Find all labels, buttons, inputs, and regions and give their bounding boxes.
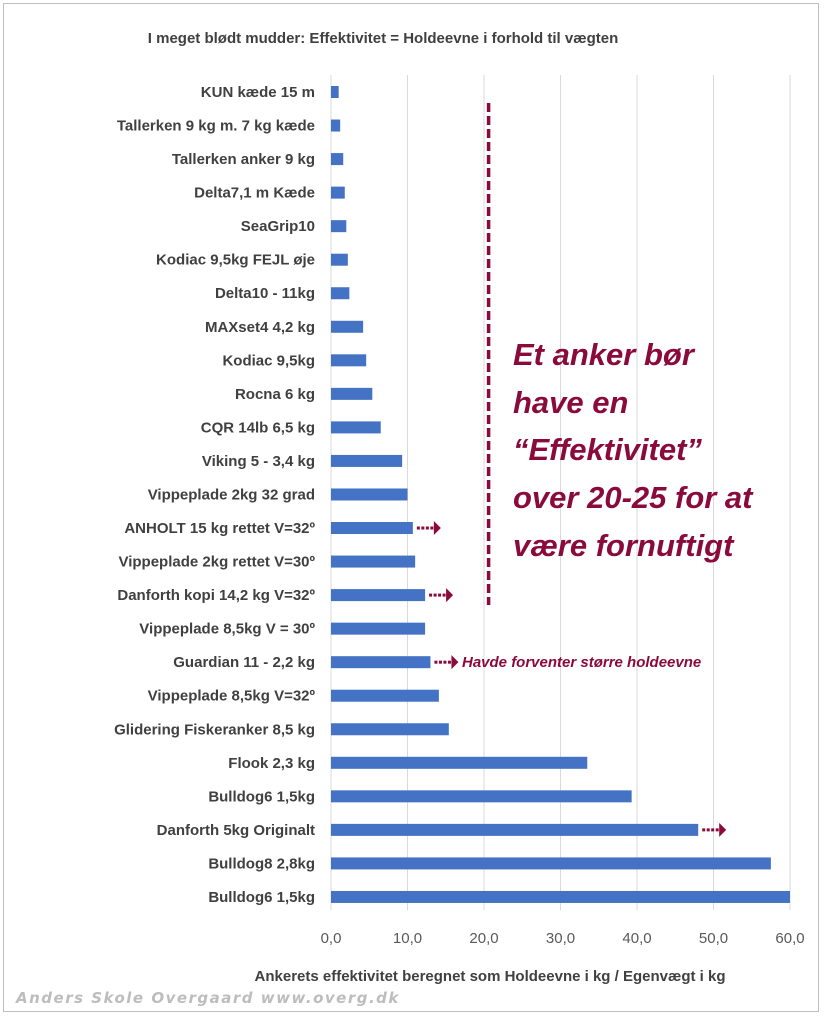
- bar: [331, 287, 350, 300]
- category-label: Viking 5 - 3,4 kg: [202, 453, 315, 470]
- x-tick-labels: 0,0 10,0 20,0 30,0 40,0 50,0 60,0: [321, 930, 805, 947]
- category-label: Delta7,1 m Kæde: [194, 185, 315, 202]
- bar: [331, 522, 413, 535]
- bar: [331, 555, 416, 568]
- bar: [331, 589, 426, 602]
- category-label: Vippeplade 2kg 32 grad: [148, 486, 315, 503]
- category-label: Flook 2,3 kg: [228, 755, 315, 772]
- category-label: Vippeplade 8,5kg V=32º: [148, 688, 316, 705]
- guardian-annotation: Havde forventer større holdeevne: [462, 654, 701, 671]
- category-label: SeaGrip10: [241, 218, 315, 235]
- category-label: Danforth 5kg Originalt: [157, 822, 315, 839]
- bar: [331, 622, 426, 635]
- bar: [331, 890, 790, 903]
- bar: [331, 756, 588, 769]
- bar: [331, 857, 771, 870]
- x-tick-label: 0,0: [321, 930, 342, 947]
- main-annotation-line: være fornuftigt: [513, 528, 735, 563]
- x-tick-label: 30,0: [546, 930, 575, 947]
- bar: [331, 488, 408, 501]
- chart-title: I meget blødt mudder: Effektivitet = Hol…: [148, 30, 618, 47]
- bar: [331, 790, 632, 803]
- category-label: Bulldog8 2,8kg: [208, 855, 315, 872]
- grid-lines: [330, 75, 791, 910]
- bar: [331, 153, 344, 166]
- x-tick-label: 50,0: [699, 930, 728, 947]
- main-annotation: Et anker bør have en “Effektivitet” over 20…: [513, 337, 754, 563]
- category-label: Vippeplade 2kg rettet V=30º: [118, 554, 315, 571]
- category-label: CQR 14lb 6,5 kg: [201, 419, 315, 436]
- category-label: Danforth kopi 14,2 kg V=32º: [117, 587, 315, 604]
- x-tick-label: 60,0: [775, 930, 804, 947]
- x-axis-label: Ankerets effektivitet beregnet som Holde…: [255, 968, 726, 985]
- bar: [331, 119, 341, 132]
- chart-frame: [3, 3, 819, 1012]
- arrow-marker: [434, 655, 459, 670]
- category-label: Kodiac 9,5kg: [222, 352, 315, 369]
- bar: [331, 823, 699, 836]
- category-label: ANHOLT 15 kg rettet V=32º: [124, 520, 315, 537]
- x-tick-label: 10,0: [393, 930, 422, 947]
- main-annotation-line: “Effektivitet”: [513, 432, 702, 467]
- category-label: Kodiac 9,5kg FEJL øje: [156, 252, 315, 269]
- category-label: Tallerken anker 9 kg: [172, 151, 315, 168]
- category-label: Delta10 - 11kg: [215, 285, 315, 302]
- arrow-marker: [416, 521, 441, 536]
- bar: [331, 320, 364, 333]
- bar: [331, 354, 367, 367]
- category-label: Tallerken 9 kg m. 7 kg kæde: [117, 118, 315, 135]
- category-label: Glidering Fiskeranker 8,5 kg: [114, 721, 315, 738]
- bar: [331, 656, 431, 669]
- category-labels: KUN kæde 15 m Tallerken 9 kg m. 7 kg kæde…: [114, 84, 315, 906]
- x-tick-label: 40,0: [622, 930, 651, 947]
- main-annotation-line: have en: [513, 385, 628, 420]
- category-label: Guardian 11 - 2,2 kg: [173, 654, 315, 671]
- arrow-marker: [429, 588, 454, 603]
- category-label: KUN kæde 15 m: [201, 84, 315, 101]
- bar: [331, 253, 348, 266]
- bar: [331, 723, 449, 736]
- credit-watermark: Anders Skole Overgaard www.overg.dk: [15, 989, 400, 1007]
- category-label: Bulldog6 1,5kg: [208, 889, 315, 906]
- arrow-marker: [702, 822, 727, 837]
- arrow-markers: [416, 521, 727, 837]
- bars: [331, 86, 790, 903]
- bar: [331, 689, 439, 702]
- bar: [331, 220, 347, 233]
- bar: [331, 387, 373, 400]
- bar: [331, 454, 403, 467]
- category-label: Rocna 6 kg: [235, 386, 315, 403]
- x-tick-label: 20,0: [469, 930, 498, 947]
- bar: [331, 421, 381, 434]
- category-label: Vippeplade 8,5kg V = 30º: [139, 621, 315, 638]
- main-annotation-line: Et anker bør: [513, 337, 696, 372]
- category-label: MAXset4 4,2 kg: [205, 319, 315, 336]
- bar: [331, 186, 345, 199]
- main-annotation-line: over 20-25 for at: [513, 480, 754, 515]
- category-label: Bulldog6 1,5kg: [208, 788, 315, 805]
- bar: [331, 86, 339, 98]
